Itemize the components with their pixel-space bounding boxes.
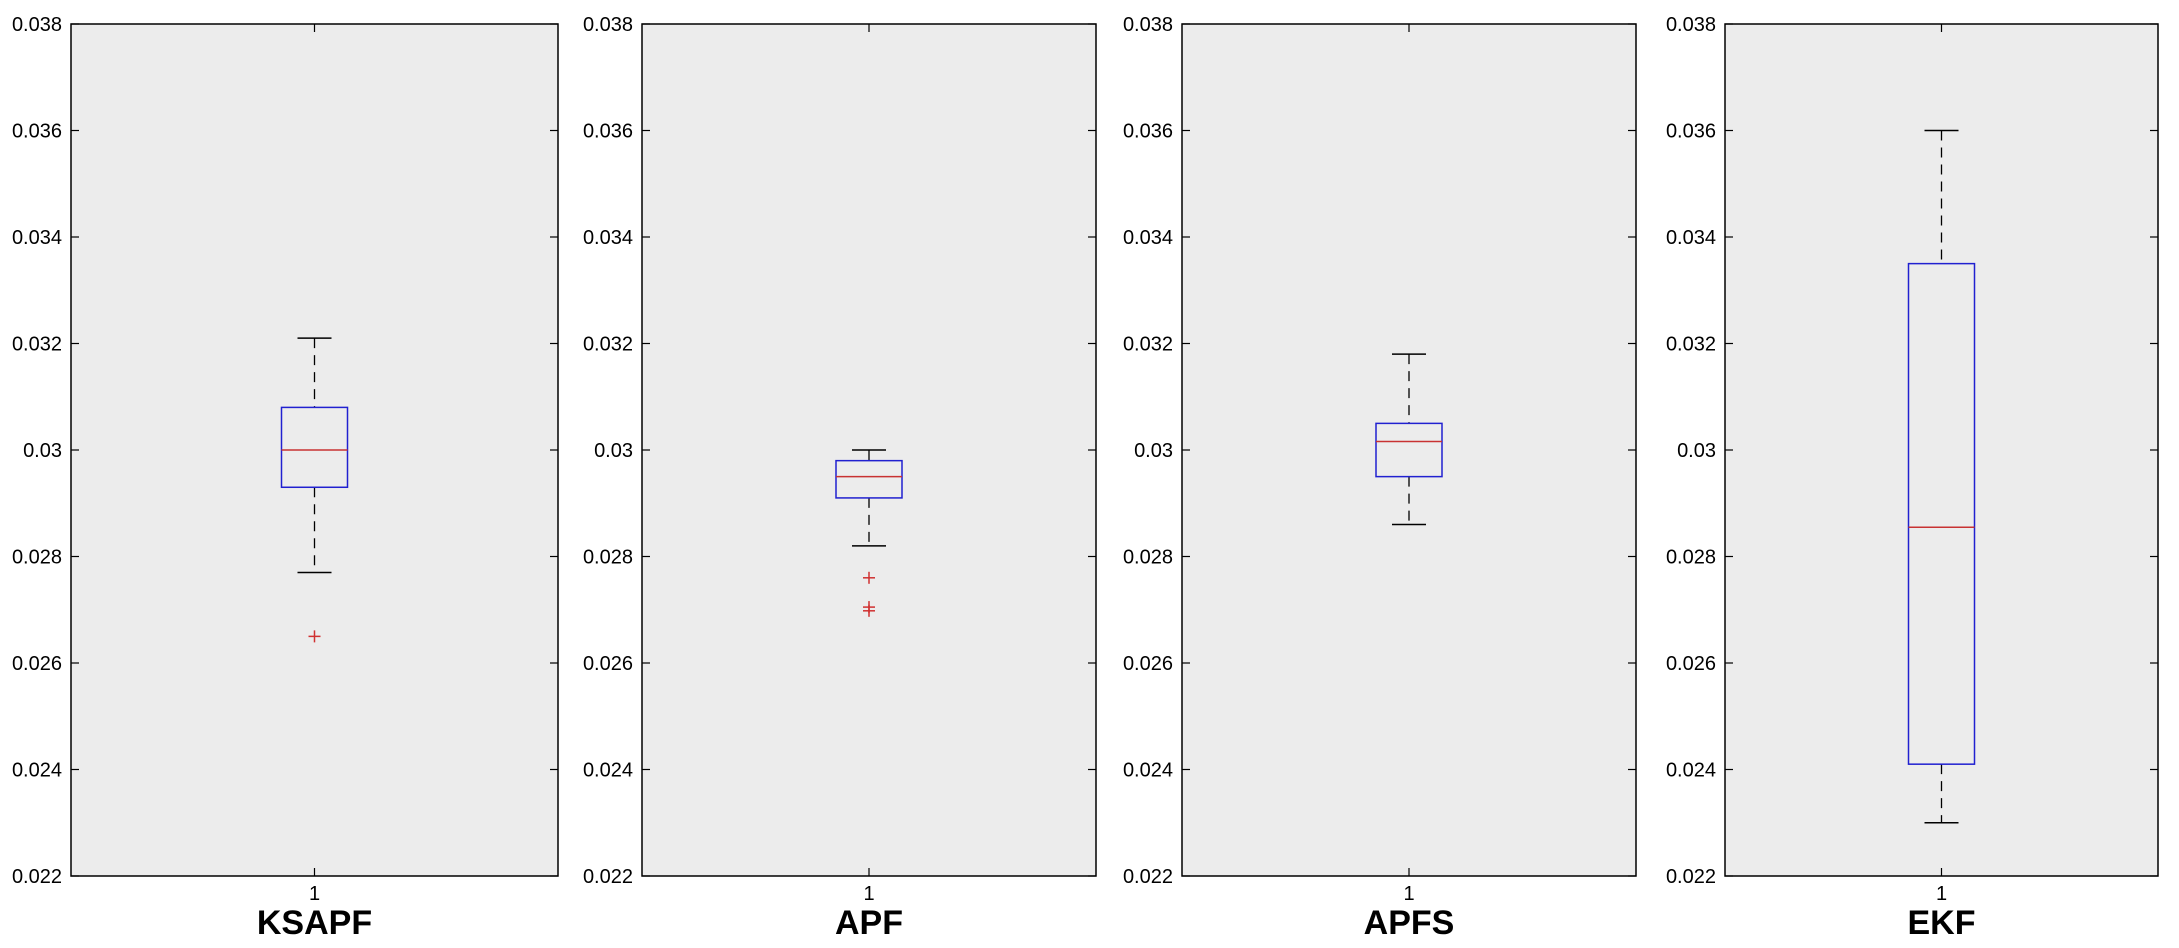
y-tick-label: 0.038 <box>1666 14 1716 36</box>
panel-title: EKF <box>1908 904 1976 942</box>
y-tick-label: 0.026 <box>1666 653 1716 675</box>
y-tick-label: 0.032 <box>1666 334 1716 356</box>
iqr-box <box>835 459 903 499</box>
y-tick-label: 0.03 <box>594 440 633 462</box>
y-tick-label: 0.026 <box>1123 653 1173 675</box>
y-tick-label: 0.028 <box>1123 547 1173 569</box>
y-tick-label: 0.024 <box>583 760 633 782</box>
iqr-box <box>1907 262 1976 765</box>
y-tick-label: 0.034 <box>1123 227 1173 249</box>
y-tick-label: 0.028 <box>583 547 633 569</box>
y-tick-label: 0.032 <box>583 334 633 356</box>
y-tick-label: 0.034 <box>12 227 62 249</box>
x-tick-label: 1 <box>863 883 874 905</box>
panel-2: 0.022 0.024 0.026 0.028 0.03 0.032 0.034 0.036 0… <box>1123 14 1637 942</box>
panel-title: APF <box>835 904 903 942</box>
panel-1: 0.022 0.024 0.026 0.028 0.03 0.032 0.034 0.036 0… <box>583 14 1097 942</box>
y-tick-label: 0.034 <box>1666 227 1716 249</box>
y-tick-label: 0.032 <box>1123 334 1173 356</box>
y-tick-label: 0.022 <box>1666 866 1716 888</box>
y-tick-label: 0.038 <box>583 14 633 36</box>
y-tick-label: 0.038 <box>12 14 62 36</box>
x-tick-label: 1 <box>1936 883 1947 905</box>
outlier-marker <box>863 604 875 617</box>
y-tick-label: 0.024 <box>12 760 62 782</box>
y-tick-label: 0.036 <box>12 121 62 143</box>
panel-title: KSAPF <box>257 904 372 942</box>
y-tick-label: 0.024 <box>1123 760 1173 782</box>
y-tick-label: 0.032 <box>12 334 62 356</box>
y-tick-label: 0.034 <box>583 227 633 249</box>
y-tick-label: 0.038 <box>1123 14 1173 36</box>
y-tick-label: 0.036 <box>583 121 633 143</box>
y-tick-label: 0.036 <box>1123 121 1173 143</box>
y-tick-label: 0.022 <box>1123 866 1173 888</box>
y-tick-label: 0.022 <box>12 866 62 888</box>
y-tick-label: 0.026 <box>12 653 62 675</box>
x-tick-label: 1 <box>309 883 320 905</box>
y-tick-label: 0.022 <box>583 866 633 888</box>
panel-title: APFS <box>1364 904 1455 942</box>
iqr-box <box>1375 422 1443 478</box>
y-tick-label: 0.03 <box>23 440 62 462</box>
y-tick-label: 0.024 <box>1666 760 1716 782</box>
iqr-box <box>280 406 349 489</box>
y-tick-label: 0.03 <box>1677 440 1716 462</box>
plot-area <box>1181 23 1637 877</box>
y-tick-label: 0.036 <box>1666 121 1716 143</box>
outlier-marker <box>863 571 875 584</box>
y-tick-label: 0.028 <box>1666 547 1716 569</box>
panel-0: 0.022 0.024 0.026 0.028 0.03 0.032 0.034 0.036 0… <box>12 14 559 942</box>
outlier-marker <box>308 630 321 643</box>
y-tick-label: 0.026 <box>583 653 633 675</box>
panel-3: 0.022 0.024 0.026 0.028 0.03 0.032 0.034 0.036 0… <box>1666 14 2159 942</box>
y-tick-label: 0.028 <box>12 547 62 569</box>
y-tick-label: 0.03 <box>1134 440 1173 462</box>
x-tick-label: 1 <box>1403 883 1414 905</box>
